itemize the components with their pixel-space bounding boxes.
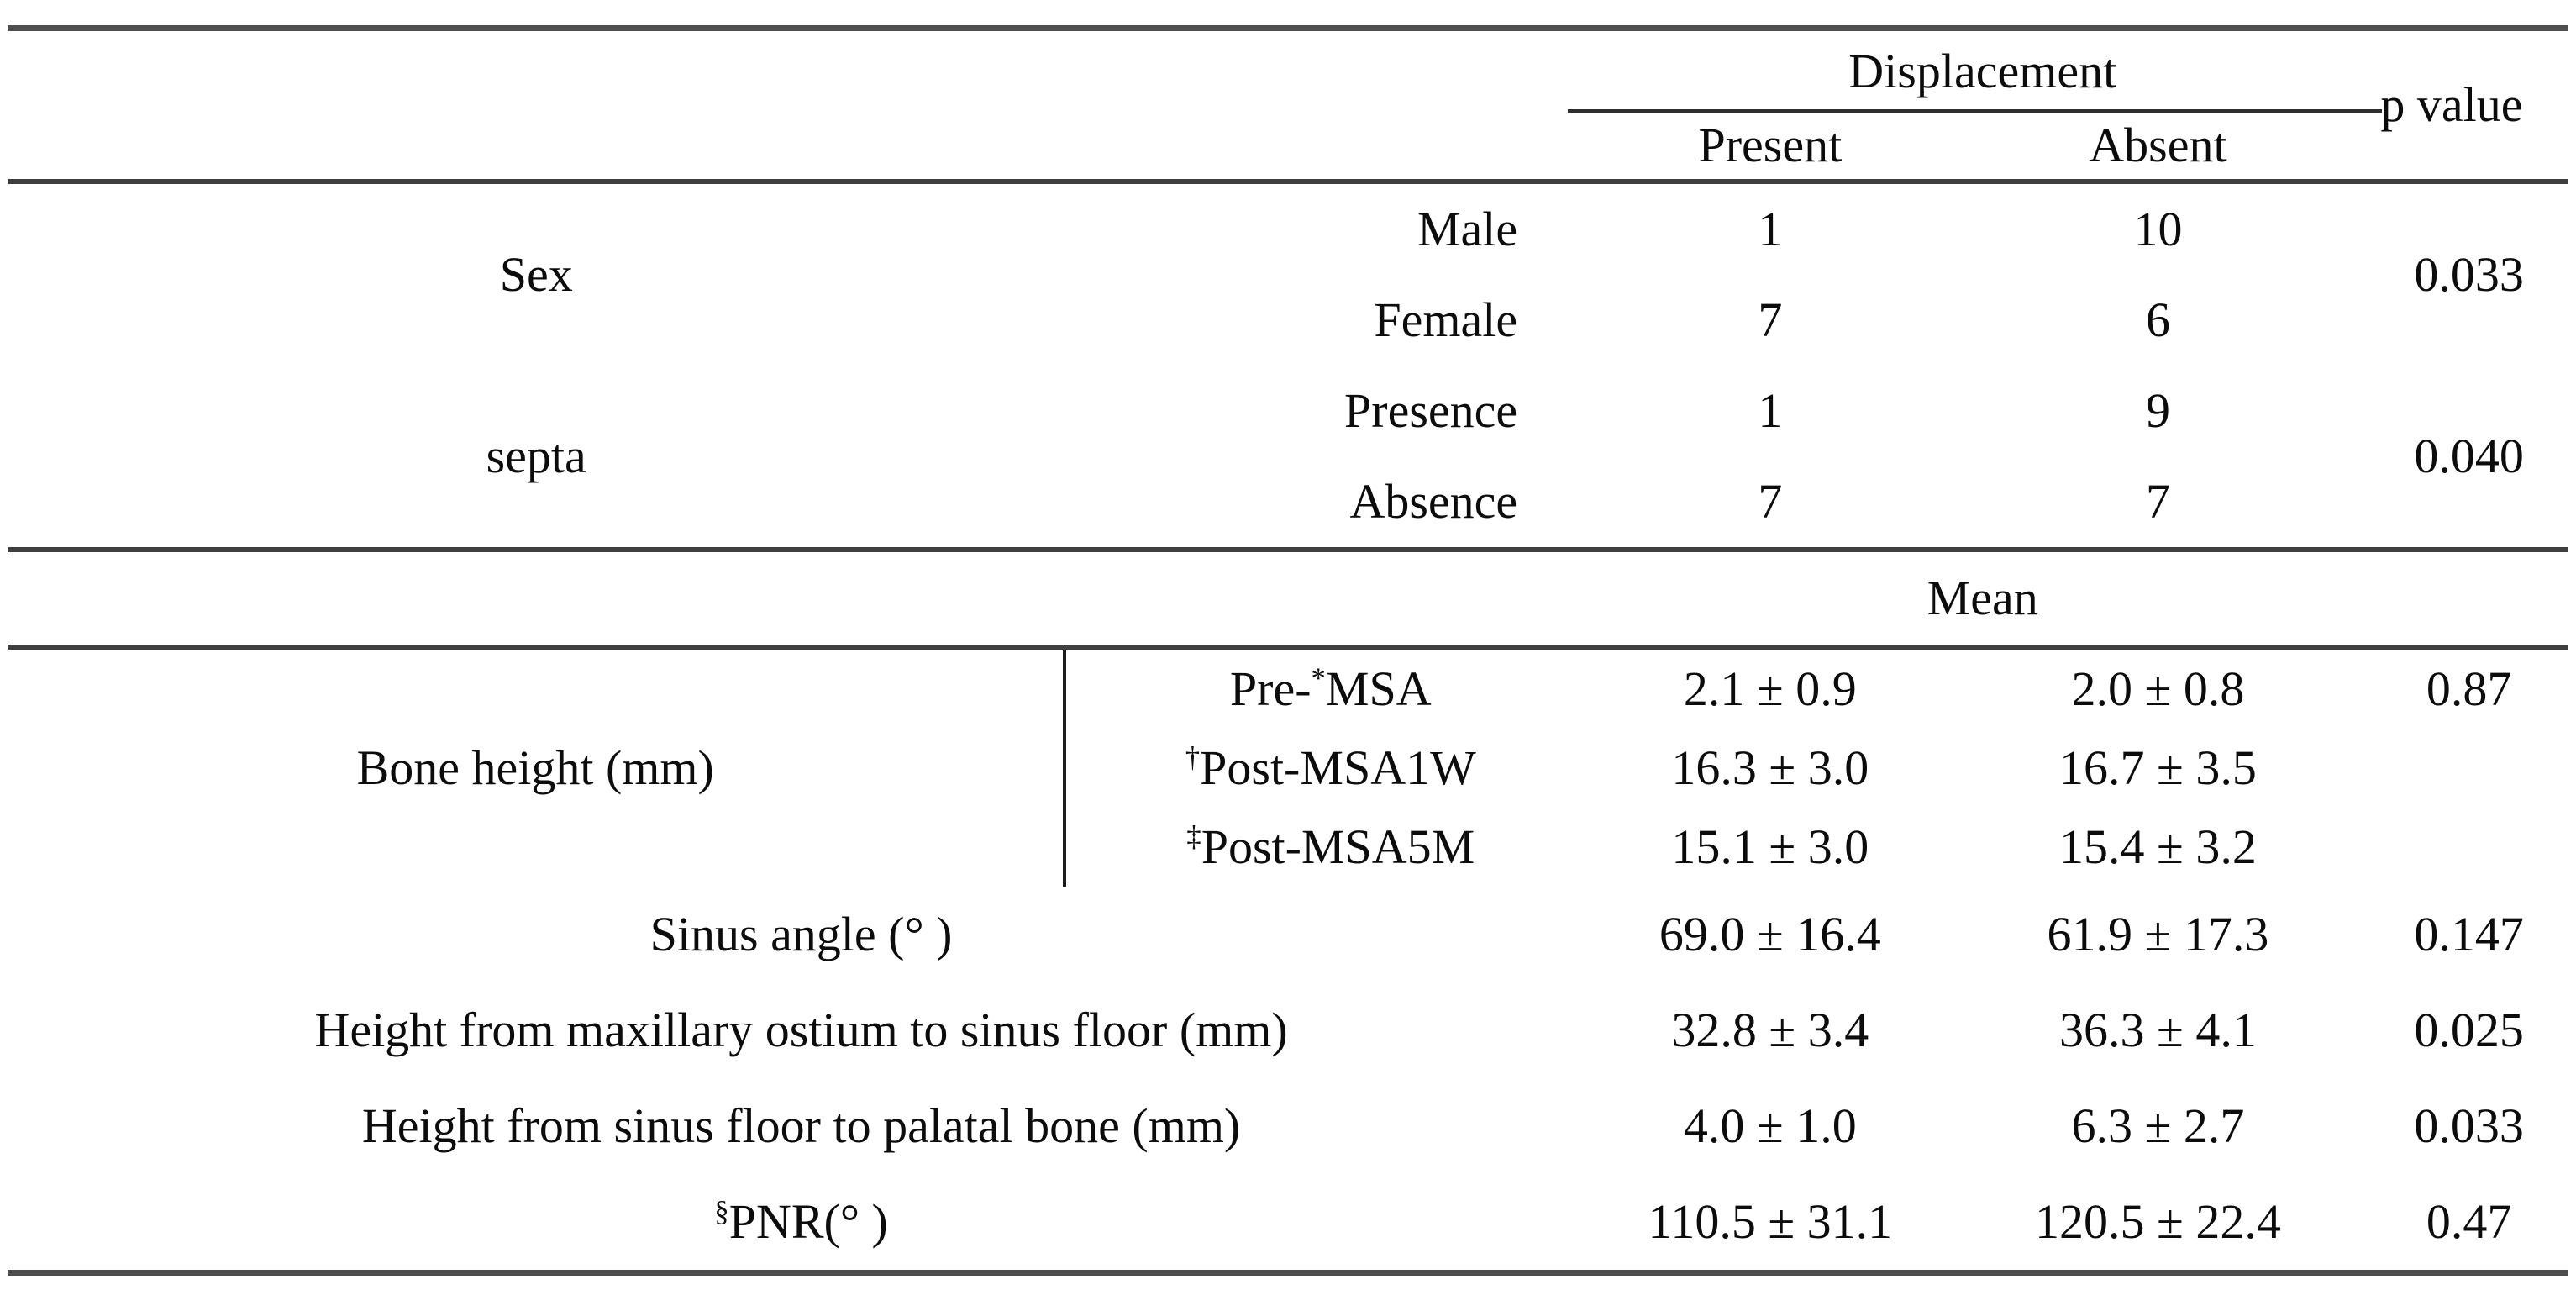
level-label-post-msa1w: †Post-MSA1W [1065,729,1595,808]
post-msa5m-text: Post-MSA5M [1201,819,1475,874]
post-msa5m-p-value [2370,808,2568,887]
row-mean-header: Mean [8,547,2568,650]
row-septa-presence: septa Presence 1 9 0.040 [8,366,2568,482]
group-label-bone-height: Bone height (mm) [8,647,1067,887]
double-dagger-footnote-mark: ‡ [1186,819,1201,853]
palatal-height-absent-value: 6.3 ± 2.7 [2071,1098,2245,1153]
palatal-height-p-value: 0.033 [2414,1098,2524,1153]
post-msa1w-text: Post-MSA1W [1200,740,1476,795]
measure-label-sinus-angle: Sinus angle (° ) [8,887,1595,982]
row-sinus-angle: Sinus angle (° ) 69.0 ± 16.4 61.9 ± 17.3… [8,887,2568,982]
header-present-cell: Present [1595,112,1946,184]
sinus-angle-p-value: 0.147 [2414,906,2524,961]
ostium-height-text: Height from maxillary ostium to sinus fl… [314,1002,1288,1057]
sinus-angle-present-value: 69.0 ± 16.4 [1659,906,1881,961]
measure-label-pnr: §PNR(° ) [8,1174,1595,1273]
sinus-angle-text: Sinus angle (° ) [649,906,953,961]
post-msa1w-absent-value: 16.7 ± 3.5 [2059,740,2257,795]
row-post-msa5m: ‡Post-MSA5M 15.1 ± 3.0 15.4 ± 3.2 [8,808,2568,887]
row-ostium-height: Height from maxillary ostium to sinus fl… [8,982,2568,1078]
mean-empty-left-cell [8,547,1596,650]
pnr-absent-value: 120.5 ± 22.4 [2035,1193,2281,1249]
pnr-text: PNR(° ) [728,1193,888,1249]
post-msa5m-absent-value: 15.4 ± 3.2 [2059,819,2257,874]
displacement-underline [1568,109,2383,113]
post-msa5m-present-value: 15.1 ± 3.0 [1671,819,1869,874]
bone-height-p-value: 0.87 [2426,661,2512,716]
header-row-2: Present Absent [8,112,2568,184]
level-label-absence: Absence [1349,473,1518,529]
row-post-msa1w: †Post-MSA1W 16.3 ± 3.0 16.7 ± 3.5 [8,729,2568,808]
ostium-height-p-value: 0.025 [2414,1002,2524,1057]
female-present-value: 7 [1758,292,1783,347]
post-msa1w-p-value [2370,729,2568,808]
sex-p-value: 0.033 [2414,246,2524,302]
ostium-height-present-value: 32.8 ± 3.4 [1671,1002,1869,1057]
row-septa-absence: Absence 7 7 [8,456,2568,550]
row-palatal-height: Height from sinus floor to palatal bone … [8,1078,2568,1174]
mean-header-cell: Mean [1595,547,2371,650]
pre-msa-text: MSA [1325,661,1432,716]
level-label-presence: Presence [1344,382,1518,438]
sinus-angle-absent-value: 61.9 ± 17.3 [2047,906,2269,961]
header-displacement-cell: Displacement [1568,29,2383,113]
measure-label-ostium-height: Height from maxillary ostium to sinus fl… [8,982,1595,1078]
group-label-septa: septa [486,428,586,483]
female-absent-value: 6 [2145,292,2170,347]
level-label-female: Female [1374,292,1518,347]
presence-present-value: 1 [1758,382,1783,438]
level-label-pre-msa: Pre-*MSA [1065,647,1595,729]
pre-msa-absent-value: 2.0 ± 0.8 [2071,661,2245,716]
septa-p-value: 0.040 [2414,428,2524,483]
header-p-value-cell: p value [2370,28,2568,184]
level-label-male: Male [1417,201,1518,256]
header-row-1: Displacement p value [8,28,2568,184]
post-msa1w-present-value: 16.3 ± 3.0 [1671,740,1869,795]
absence-absent-value: 7 [2145,473,2170,529]
mean-empty-right-cell [2370,547,2568,650]
section-footnote-mark: § [714,1194,729,1228]
dagger-footnote-mark: † [1185,740,1201,774]
male-absent-value: 10 [2133,201,2183,256]
palatal-height-present-value: 4.0 ± 1.0 [1683,1098,1857,1153]
asterisk-footnote-mark: * [1311,661,1326,695]
row-pre-msa: Bone height (mm) Pre-*MSA 2.1 ± 0.9 2.0 … [8,647,2568,887]
header-absent-cell: Absent [1945,112,2371,184]
male-present-value: 1 [1758,201,1783,256]
ostium-height-absent-value: 36.3 ± 4.1 [2059,1002,2257,1057]
group-label-sex: Sex [499,246,573,302]
level-label-post-msa5m: ‡Post-MSA5M [1065,808,1595,887]
palatal-height-text: Height from sinus floor to palatal bone … [361,1098,1241,1153]
pnr-present-value: 110.5 ± 31.1 [1648,1193,1893,1249]
pre-msa-prefix: Pre- [1229,661,1312,716]
presence-absent-value: 9 [2145,382,2170,438]
row-sex-female: Female 7 6 [8,275,2568,366]
pre-msa-present-value: 2.1 ± 0.9 [1683,661,1857,716]
header-empty-cell [8,28,1596,184]
row-sex-male: Sex Male 1 10 0.033 [8,182,2568,300]
pnr-p-value: 0.47 [2426,1193,2512,1249]
displacement-label: Displacement [1848,43,2117,98]
results-table: Displacement p value Present Absent Sex … [8,25,2568,1276]
measure-label-palatal-height: Height from sinus floor to palatal bone … [8,1078,1595,1174]
row-pnr: §PNR(° ) 110.5 ± 31.1 120.5 ± 22.4 0.47 [8,1174,2568,1273]
absence-present-value: 7 [1758,473,1783,529]
